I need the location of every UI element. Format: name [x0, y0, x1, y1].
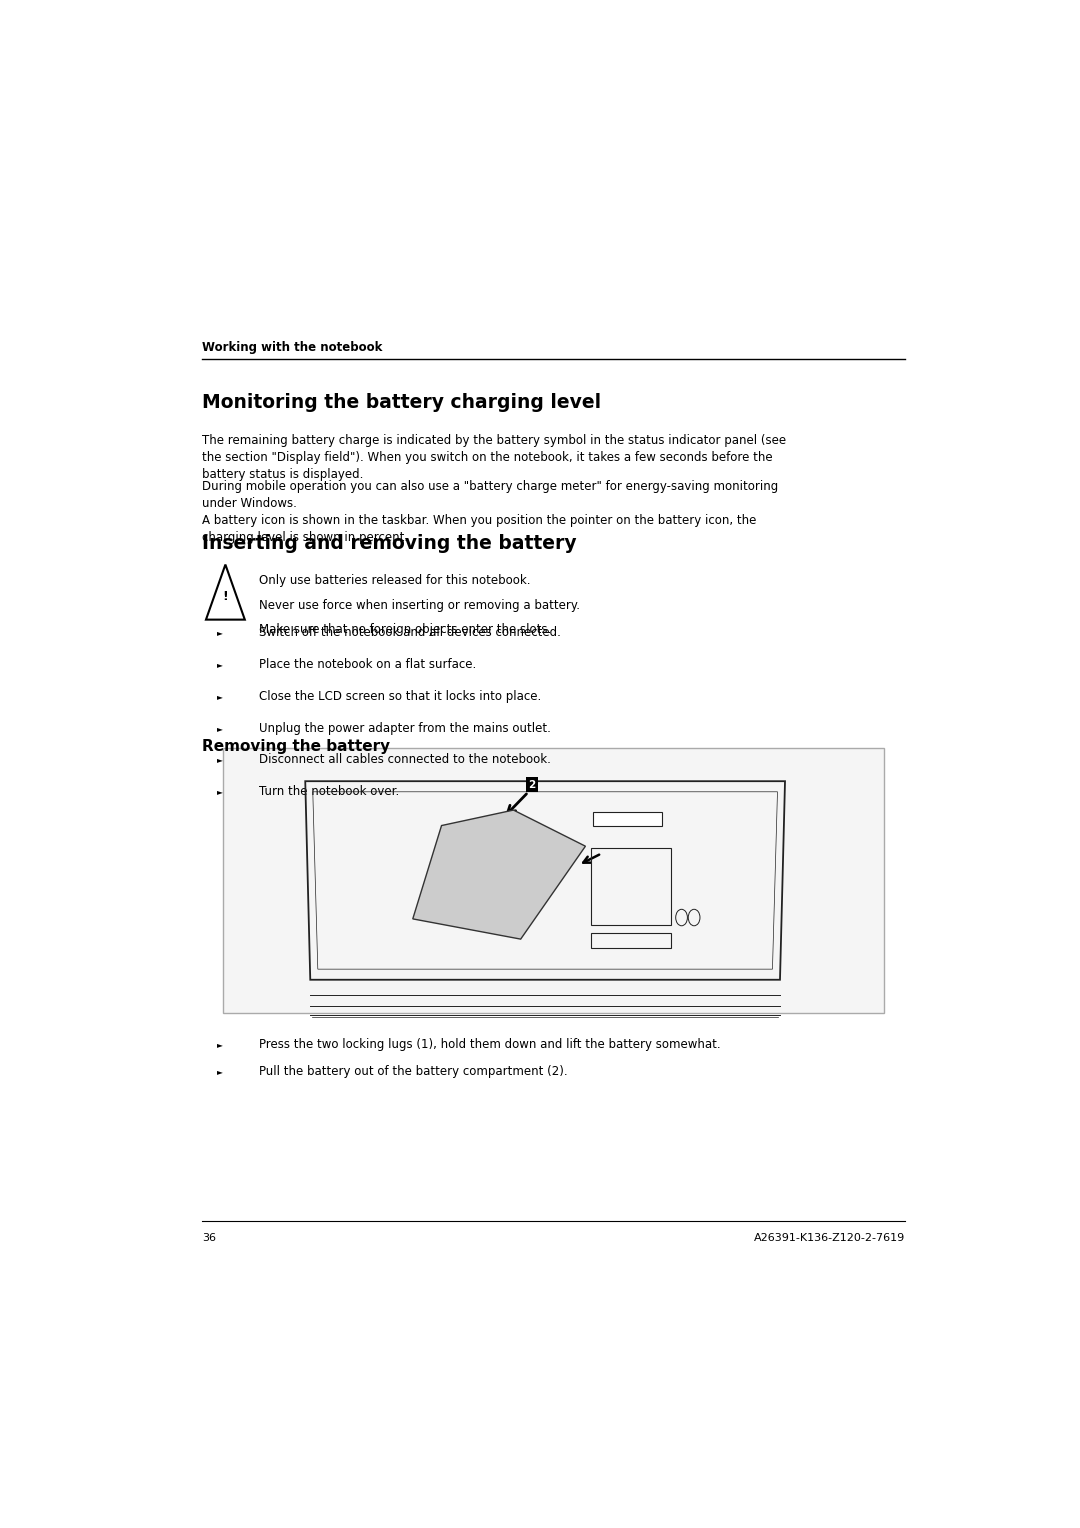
Bar — [593, 811, 662, 827]
Text: Pull the battery out of the battery compartment (2).: Pull the battery out of the battery comp… — [259, 1065, 567, 1079]
Text: 2: 2 — [528, 779, 536, 790]
Text: Never use force when inserting or removing a battery.: Never use force when inserting or removi… — [259, 599, 580, 611]
Text: Only use batteries released for this notebook.: Only use batteries released for this not… — [259, 575, 530, 587]
Text: ►: ► — [217, 724, 222, 732]
Text: Disconnect all cables connected to the notebook.: Disconnect all cables connected to the n… — [259, 753, 551, 767]
Text: Removing the battery: Removing the battery — [202, 738, 390, 753]
Bar — [222, 749, 885, 1013]
Text: During mobile operation you can also use a "battery charge meter" for energy-sav: During mobile operation you can also use… — [202, 480, 779, 544]
Text: Unplug the power adapter from the mains outlet.: Unplug the power adapter from the mains … — [259, 721, 551, 735]
Bar — [591, 932, 671, 947]
Text: ►: ► — [217, 755, 222, 764]
Text: ►: ► — [217, 1041, 222, 1050]
Text: Press the two locking lugs (1), hold them down and lift the battery somewhat.: Press the two locking lugs (1), hold the… — [259, 1038, 720, 1051]
Text: Turn the notebook over.: Turn the notebook over. — [259, 785, 400, 798]
Text: ►: ► — [217, 1067, 222, 1076]
Text: 36: 36 — [202, 1233, 216, 1242]
Text: Monitoring the battery charging level: Monitoring the battery charging level — [202, 393, 602, 411]
Text: Place the notebook on a flat surface.: Place the notebook on a flat surface. — [259, 659, 476, 671]
Text: The remaining battery charge is indicated by the battery symbol in the status in: The remaining battery charge is indicate… — [202, 434, 786, 481]
Text: ►: ► — [217, 628, 222, 637]
Text: ►: ► — [217, 692, 222, 701]
Text: !: ! — [222, 590, 228, 604]
Bar — [591, 848, 671, 924]
Text: ►: ► — [217, 787, 222, 796]
Text: Inserting and removing the battery: Inserting and removing the battery — [202, 533, 577, 553]
Text: Make sure that no foreign objects enter the slots.: Make sure that no foreign objects enter … — [259, 623, 551, 636]
Text: Close the LCD screen so that it locks into place.: Close the LCD screen so that it locks in… — [259, 689, 541, 703]
Text: Switch off the notebook and all devices connected.: Switch off the notebook and all devices … — [259, 626, 561, 639]
Text: A26391-K136-Z120-2-7619: A26391-K136-Z120-2-7619 — [754, 1233, 905, 1242]
Text: Working with the notebook: Working with the notebook — [202, 341, 382, 354]
Polygon shape — [413, 810, 585, 940]
Text: ►: ► — [217, 660, 222, 669]
